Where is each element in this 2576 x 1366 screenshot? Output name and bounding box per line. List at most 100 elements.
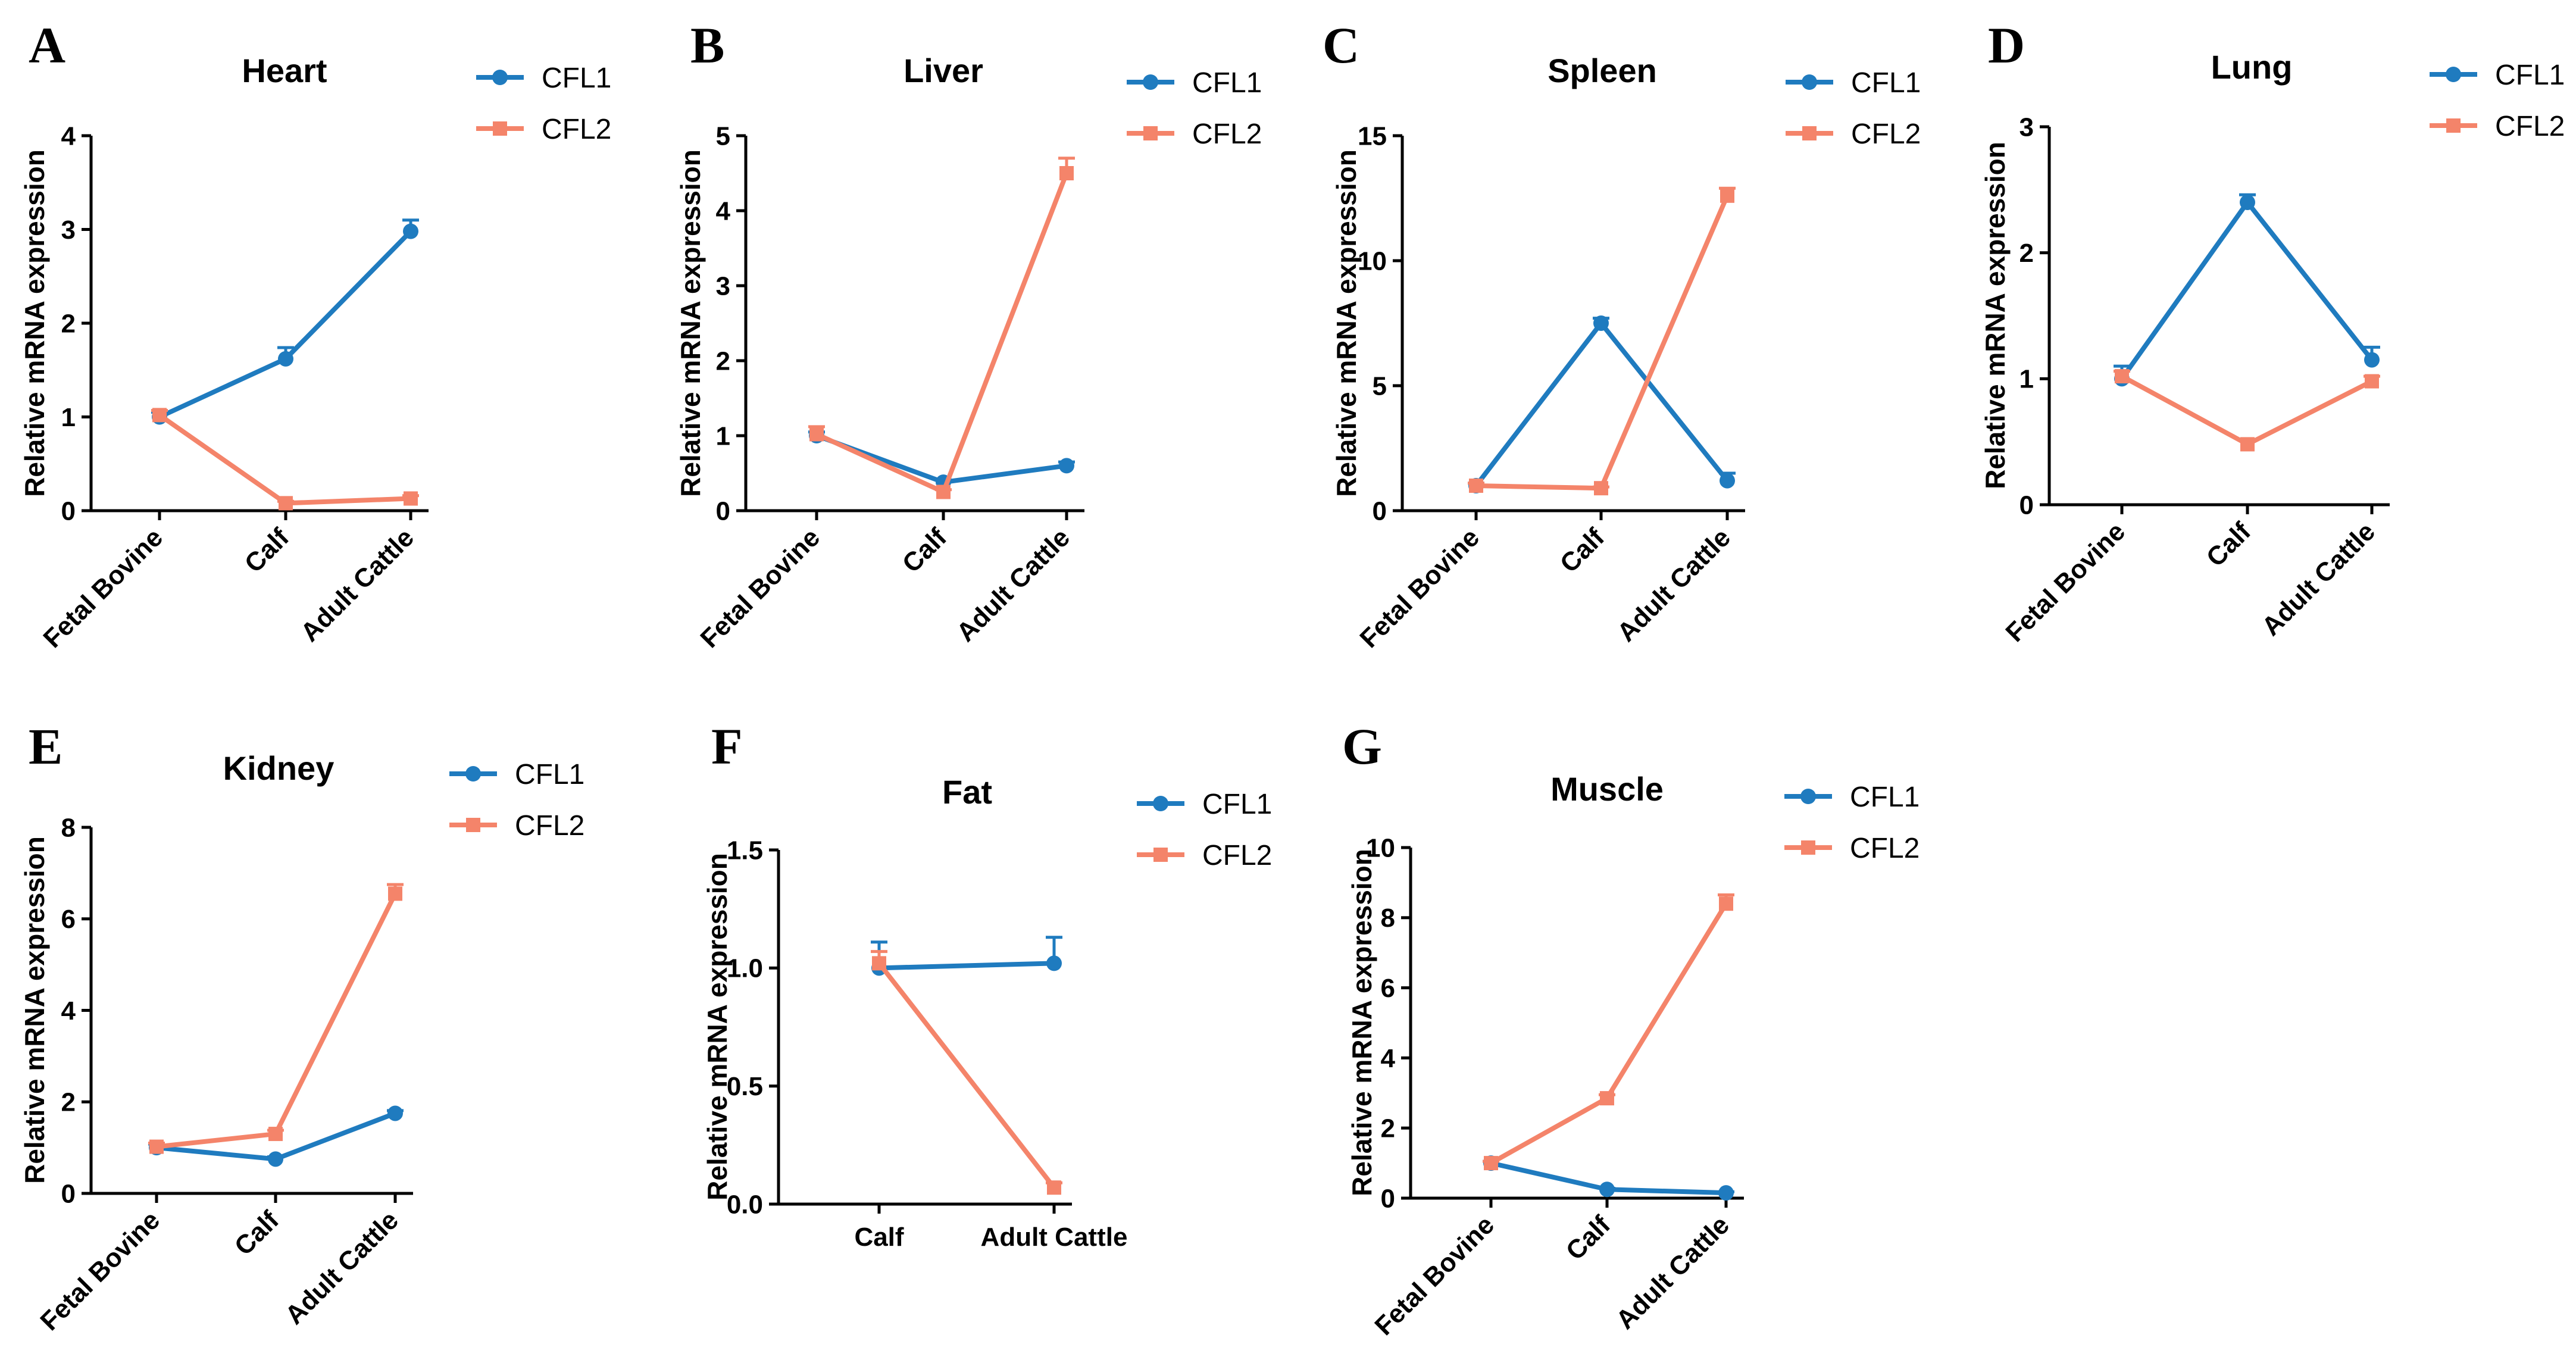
series-line-cfl1 [2119, 200, 2374, 380]
data-point-cfl2 [1594, 481, 1608, 496]
data-point-cfl1 [2364, 352, 2380, 368]
y-tick-label: 6 [1381, 974, 1395, 1003]
y-tick-label: 8 [1381, 904, 1395, 933]
series-line-cfl2 [877, 961, 1056, 1189]
series-cfl2 [151, 408, 419, 511]
x-tick-label: Adult Cattle [295, 523, 420, 647]
panel-b: B Liver Relative mRNA expression 0 1 2 3 4 5 Feta… [675, 17, 1262, 654]
y-tick-label: 3 [61, 215, 76, 245]
x-tick-label: Calf [2201, 517, 2257, 573]
data-point-cfl2 [2365, 374, 2379, 389]
legend-item-cfl2: CFL2 [449, 810, 584, 842]
data-point-cfl2 [936, 484, 951, 499]
legend-label: CFL2 [515, 810, 584, 842]
y-tick-label: 4 [1381, 1044, 1396, 1073]
data-point-cfl2 [149, 1139, 164, 1154]
series-cfl1 [1483, 1155, 1734, 1201]
x-tick-label: Fetal Bovine [2000, 517, 2131, 648]
chart-title: Kidney [223, 749, 334, 787]
data-point-cfl2 [1484, 1156, 1498, 1171]
data-point-cfl1 [1599, 1181, 1615, 1198]
data-point-cfl2 [152, 408, 167, 423]
y-tick-label: 10 [1366, 833, 1395, 862]
y-tick-label: 1.0 [727, 954, 763, 983]
y-axis-title: Relative mRNA expression [1331, 149, 1362, 497]
legend-item-cfl2: CFL2 [1784, 833, 1920, 864]
legend-marker [1801, 840, 1815, 855]
series-cfl2 [871, 950, 1062, 1195]
panel-letter: G [1342, 718, 1382, 775]
x-tick-label: Adult Cattle [2256, 517, 2381, 641]
legend-item-cfl2: CFL2 [1786, 118, 1921, 150]
legend-label: CFL2 [1192, 118, 1262, 150]
data-point-cfl1 [2240, 195, 2255, 210]
y-tick-label: 8 [61, 813, 76, 842]
data-point-cfl2 [1469, 479, 1483, 493]
legend-item-cfl1: CFL1 [1127, 67, 1262, 99]
data-point-cfl1 [1720, 473, 1735, 489]
x-tick-label: Adult Cattle [1611, 1210, 1735, 1334]
data-point-cfl2 [1059, 166, 1074, 180]
chart-title: Spleen [1548, 52, 1657, 89]
y-tick-label: 4 [716, 196, 731, 226]
series-cfl2 [1468, 186, 1736, 496]
legend-item-cfl2: CFL2 [476, 114, 611, 145]
series-line-cfl2 [815, 172, 1069, 495]
chart-title: Muscle [1550, 770, 1664, 808]
y-tick-label: 1 [61, 403, 76, 432]
y-tick-label: 0.5 [727, 1072, 763, 1101]
x-tick-label: Fetal Bovine [1354, 523, 1485, 654]
y-tick-label: 6 [61, 905, 76, 934]
y-tick-label: 4 [61, 996, 76, 1026]
legend-marker [1143, 126, 1158, 140]
data-point-cfl2 [809, 427, 824, 442]
y-tick-label: 1 [2019, 365, 2034, 394]
series-cfl1 [2114, 193, 2380, 387]
legend-marker [1800, 789, 1816, 804]
data-point-cfl2 [1600, 1091, 1614, 1106]
x-tick-label: Calf [1555, 523, 1611, 579]
y-tick-label: 1 [716, 421, 730, 451]
data-point-cfl2 [2240, 437, 2255, 452]
y-tick-label: 2 [61, 309, 76, 338]
legend-item-cfl1: CFL1 [2430, 60, 2565, 91]
legend-label: CFL1 [1850, 782, 1920, 813]
y-tick-label: 1.5 [727, 836, 763, 865]
data-point-cfl1 [1059, 458, 1074, 474]
chart-title: Lung [2211, 48, 2293, 86]
series-line-cfl2 [2121, 374, 2373, 447]
legend-item-cfl1: CFL1 [449, 759, 584, 790]
series-cfl1 [1468, 315, 1736, 493]
data-point-cfl2 [1720, 188, 1734, 203]
panel-a: A Heart Relative mRNA expression 0 1 2 3 4 Fetal… [19, 17, 611, 654]
y-axis-title: Relative mRNA expression [19, 149, 50, 497]
y-tick-label: 3 [2019, 112, 2034, 142]
y-axis-title: Relative mRNA expression [19, 836, 50, 1184]
y-tick-label: 15 [1358, 121, 1387, 151]
series-line-cfl2 [1490, 902, 1728, 1165]
series-line-cfl2 [1475, 195, 1730, 491]
panel-letter: C [1323, 17, 1359, 74]
data-point-cfl2 [1047, 1180, 1061, 1195]
data-point-cfl2 [872, 956, 886, 971]
series-cfl2 [148, 883, 404, 1154]
y-tick-label: 10 [1358, 246, 1387, 276]
x-tick-label: Fetal Bovine [35, 1205, 165, 1336]
data-point-cfl2 [388, 886, 402, 901]
x-tick-label: Fetal Bovine [1369, 1210, 1500, 1341]
series-cfl1 [808, 428, 1075, 490]
legend-label: CFL1 [1851, 67, 1921, 99]
y-tick-label: 0 [1381, 1184, 1395, 1213]
series-cfl2 [808, 157, 1075, 499]
x-tick-label: Calf [1561, 1210, 1617, 1266]
y-tick-label: 0 [2019, 490, 2034, 520]
legend-label: CFL2 [2495, 111, 2565, 142]
y-tick-label: 3 [716, 271, 730, 301]
legend-label: CFL1 [1202, 789, 1272, 820]
legend-item-cfl2: CFL2 [1127, 118, 1262, 150]
panel-letter: E [29, 718, 62, 775]
legend-item-cfl1: CFL1 [1784, 782, 1920, 813]
y-axis-title: Relative mRNA expression [702, 853, 733, 1201]
